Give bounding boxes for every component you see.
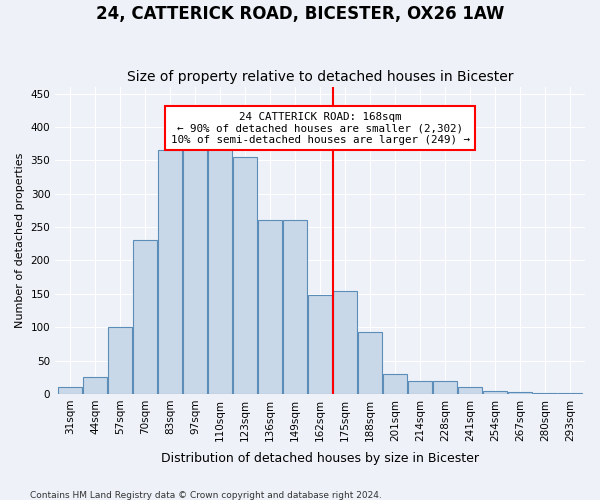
Bar (258, 220, 282, 394)
Bar (533, 393, 557, 394)
Bar (183, 147, 207, 394)
Bar (508, 392, 532, 394)
Bar (333, 290, 357, 394)
Text: 24, CATTERICK ROAD, BICESTER, OX26 1AW: 24, CATTERICK ROAD, BICESTER, OX26 1AW (96, 5, 504, 23)
Bar (83, 377, 107, 394)
Bar (158, 150, 182, 394)
Bar (483, 391, 507, 394)
Bar (308, 295, 332, 394)
Bar (383, 374, 407, 394)
Bar (233, 157, 257, 394)
Bar (208, 144, 232, 394)
Bar (408, 380, 432, 394)
Bar (433, 380, 457, 394)
Bar (458, 386, 482, 394)
Bar (358, 332, 382, 394)
X-axis label: Distribution of detached houses by size in Bicester: Distribution of detached houses by size … (161, 452, 479, 465)
Bar (283, 220, 307, 394)
Bar (58, 387, 82, 394)
Title: Size of property relative to detached houses in Bicester: Size of property relative to detached ho… (127, 70, 514, 85)
Text: 24 CATTERICK ROAD: 168sqm
← 90% of detached houses are smaller (2,302)
10% of se: 24 CATTERICK ROAD: 168sqm ← 90% of detac… (170, 112, 470, 145)
Y-axis label: Number of detached properties: Number of detached properties (15, 153, 25, 328)
Text: Contains HM Land Registry data © Crown copyright and database right 2024.: Contains HM Land Registry data © Crown c… (30, 490, 382, 500)
Bar (133, 240, 157, 394)
Bar (558, 392, 582, 394)
Bar (108, 327, 132, 394)
